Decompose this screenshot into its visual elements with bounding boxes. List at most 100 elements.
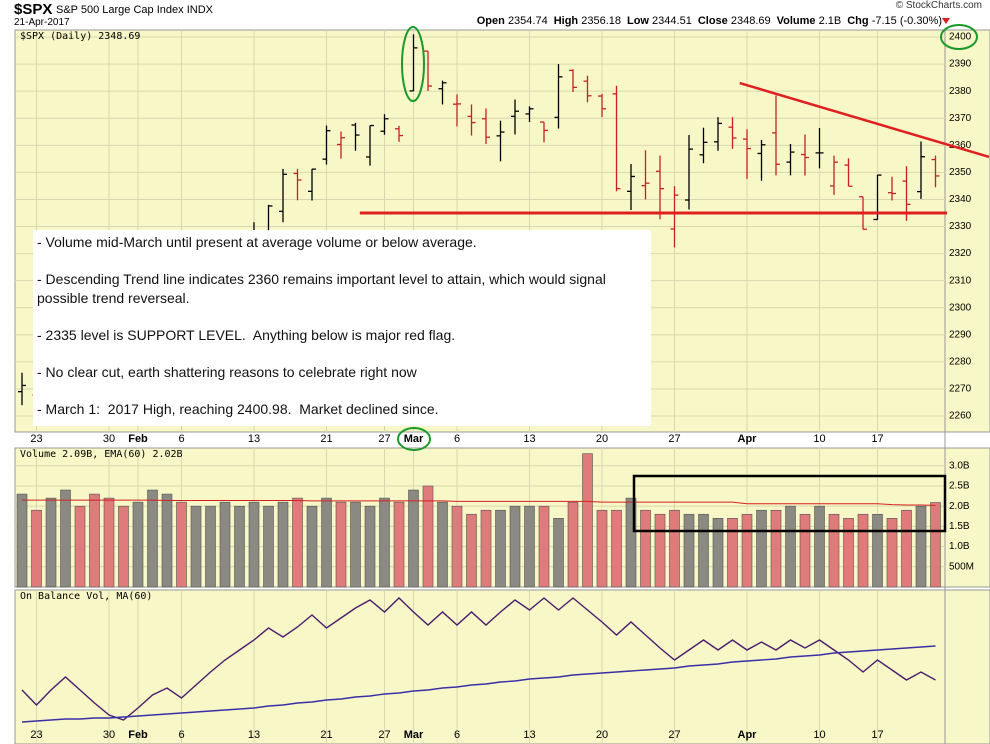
volume-bar [683, 513, 695, 588]
volume-bar [147, 489, 158, 588]
x-tick-label: 6 [178, 729, 184, 741]
y-tick-label: 2390 [949, 59, 972, 70]
annotation: - March 1: 2017 High, reaching 2400.98. … [37, 401, 439, 418]
obv-legend: On Balance Vol, MA(60) [20, 591, 152, 602]
volume-bar [654, 513, 666, 588]
symbol: $SPX [14, 1, 53, 18]
volume-bar [16, 493, 28, 588]
volume-bar [756, 509, 767, 588]
volume-bar [553, 518, 564, 588]
y-tick-label: 2280 [949, 357, 972, 368]
y-tick-label: 2360 [949, 140, 972, 151]
y-tick-label: 2310 [949, 275, 972, 286]
x-tick-label: 27 [378, 433, 390, 445]
quote-value: 2356.18 [581, 15, 621, 27]
volume-bar [60, 489, 71, 588]
volume-bar [814, 505, 825, 588]
volume-bar [422, 485, 434, 588]
volume-bar [712, 518, 724, 588]
volume-bar [857, 513, 869, 588]
volume-bar [770, 509, 782, 588]
volume-bar [480, 509, 492, 588]
volume-bar [741, 513, 753, 588]
x-tick-label: 27 [668, 729, 680, 741]
x-tick-label: Mar [404, 433, 424, 445]
x-tick-label: 21 [320, 433, 332, 445]
x-tick-label: 13 [523, 729, 535, 741]
y-tick-label: 2380 [949, 86, 972, 97]
volume-bar [538, 505, 550, 588]
quote-label: Chg [847, 15, 869, 27]
y-tick-label: 2350 [949, 167, 972, 178]
y-tick-label: 2320 [949, 248, 972, 259]
volume-bar [582, 453, 593, 588]
volume-legend: Volume 2.09B, EMA(60) 2.02B [20, 449, 183, 460]
x-tick-label: Apr [738, 729, 758, 741]
quote-value: 2344.51 [652, 15, 692, 27]
volume-bar [190, 505, 202, 588]
quote-label: High [553, 15, 579, 27]
y-tick-label: 2.5B [949, 481, 970, 492]
x-tick-label: 30 [103, 433, 115, 445]
volume-bar [364, 505, 376, 588]
highlight-ellipse [397, 427, 431, 451]
x-tick-label: 20 [596, 729, 608, 741]
volume-bar [219, 501, 231, 588]
volume-bar [843, 518, 854, 588]
volume-bar [379, 497, 390, 588]
volume-bar [321, 497, 332, 588]
annotation-box: - Volume mid-March until present at aver… [33, 230, 651, 426]
volume-bar [727, 518, 738, 588]
y-tick-label: 2400 [949, 32, 972, 43]
volume-bar [901, 509, 912, 588]
down-arrow [942, 18, 950, 24]
volume-bar [596, 509, 608, 588]
x-tick-label: 23 [30, 433, 42, 445]
volume-bar [103, 497, 115, 588]
y-tick-label: 3.0B [949, 460, 970, 471]
annotation: - 2335 level is SUPPORT LEVEL. Anything … [37, 326, 456, 343]
y-tick-label: 1.5B [949, 521, 970, 532]
ema-line [22, 499, 936, 506]
volume-bar [625, 497, 637, 588]
y-tick-label: 2260 [949, 411, 972, 422]
volume-bar [799, 513, 811, 588]
y-tick-label: 2300 [949, 302, 972, 313]
y-tick-label: 2270 [949, 384, 972, 395]
x-tick-label: 6 [454, 729, 460, 741]
obv-panel [14, 589, 990, 744]
source: © StockCharts.com [895, 0, 982, 11]
volume-bar [350, 501, 361, 588]
highlight-ellipse [401, 26, 425, 102]
quote-value: 2.1B [818, 15, 842, 27]
trend-line [739, 81, 990, 159]
y-tick-label: 2340 [949, 194, 972, 205]
volume-bar [640, 509, 651, 588]
annotation: - No clear cut, earth shattering reasons… [37, 364, 417, 381]
y-tick-label: 2290 [949, 329, 972, 340]
volume-bar [393, 501, 405, 588]
x-tick-label: 6 [178, 433, 184, 445]
volume-bar [930, 502, 941, 588]
x-tick-label: Apr [738, 433, 758, 445]
volume-bar [785, 505, 796, 588]
price-legend: $SPX (Daily) 2348.69 [20, 31, 140, 42]
symbol-name: S&P 500 Large Cap Index INDX [56, 4, 213, 16]
quote-value: -7.15 (-0.30%) [871, 15, 942, 27]
x-tick-label: Feb [128, 433, 148, 445]
x-tick-label: 21 [320, 729, 332, 741]
annotation: - Volume mid-March until present at aver… [37, 234, 477, 250]
x-tick-label: 10 [813, 729, 825, 741]
volume-bar [132, 501, 144, 588]
volume-bar [74, 505, 86, 588]
volume-bar [161, 493, 173, 588]
volume-bar [408, 489, 419, 588]
y-tick-label: 2.0B [949, 501, 970, 512]
date: 21-Apr-2017 [14, 17, 70, 28]
volume-bar [669, 509, 680, 588]
volume-bar [886, 518, 898, 588]
highlight-box [632, 474, 947, 533]
x-tick-label: 13 [248, 729, 260, 741]
x-tick-label: Mar [404, 729, 424, 741]
volume-bar [509, 505, 521, 588]
